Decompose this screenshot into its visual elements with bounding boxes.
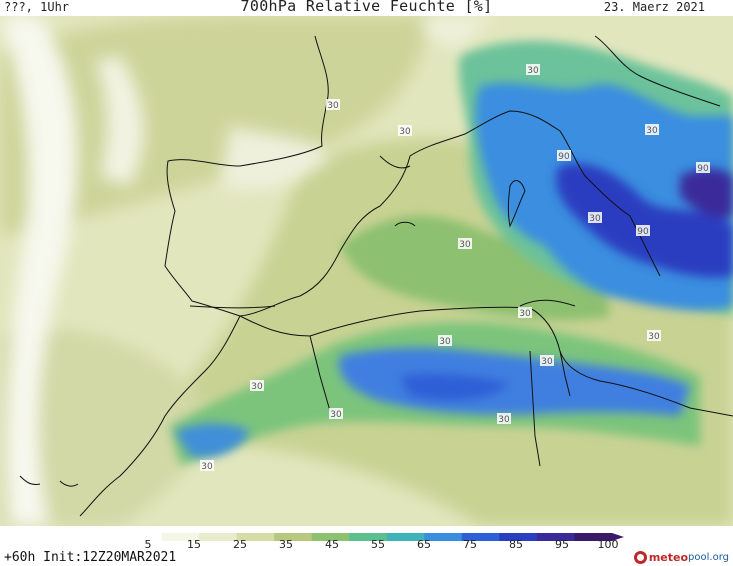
svg-text:30: 30 [541,357,553,367]
morocco-coast [79,315,241,517]
colorbar-scale [124,533,624,541]
svg-text:30: 30 [498,415,510,425]
contour-label: 30 [645,124,659,136]
svg-text:90: 90 [637,227,649,237]
svg-text:30: 30 [251,382,263,392]
svg-text:90: 90 [697,164,709,174]
forecast-info: +60h Init:12Z20MAR2021 [4,550,177,565]
contour-label: 30 [250,380,264,392]
svg-text:30: 30 [527,66,539,76]
colorbar-tick-label: 45 [325,538,339,551]
svg-text:30: 30 [646,126,658,136]
colorbar-swatch [199,533,238,541]
svg-text:30: 30 [201,462,213,472]
contour-label: 30 [526,64,540,76]
svg-text:30: 30 [648,332,660,342]
balkan-coast [594,35,721,107]
colorbar-swatch [499,533,538,541]
colorbar-tick-label: 5 [144,538,152,551]
svg-text:30: 30 [589,214,601,224]
colorbar-swatch [424,533,463,541]
colorbar-tick-label: 75 [463,538,477,551]
colorbar-tick-label: 55 [371,538,385,551]
colorbar-swatch [349,533,388,541]
pyrenees-border [379,155,411,169]
contour-label: 30 [458,238,472,250]
contour-label: 30 [647,330,661,342]
humidity-field-dry [0,16,500,526]
colorbar-tick-label: 65 [417,538,431,551]
svg-text:30: 30 [519,309,531,319]
corsica-sardinia-coast [508,180,526,228]
contour-label: 90 [696,162,710,174]
contour-label: 30 [200,460,214,472]
contour-label: 90 [557,150,571,162]
brand-primary: meteo [648,551,689,564]
contour-label: 30 [588,212,602,224]
colorbar-swatch [536,533,575,541]
colorbar-tick-label: 15 [187,538,201,551]
colorbar-tick-label: 85 [509,538,523,551]
contour-label: 30 [540,355,554,367]
contour-label: 90 [636,225,650,237]
contour-label: 30 [398,125,412,137]
humidity-map[interactable]: 30 30 30 30 30 90 30 90 90 30 30 30 30 3… [0,16,733,526]
colorbar-swatch [461,533,500,541]
colorbar-swatch [161,533,200,541]
colorbar-swatch [236,533,275,541]
colorbar-tick-label: 95 [555,538,569,551]
algeria-libya-border [529,350,541,467]
tunisia-border [559,350,571,397]
colorbar-swatch [274,533,313,541]
map-canvas: 30 30 30 30 30 90 30 90 90 30 30 30 30 3… [0,16,733,526]
colorbar-swatch [124,533,162,541]
brand-secondary: pool.org [688,552,729,563]
colorbar-tick-label: 35 [279,538,293,551]
svg-text:30: 30 [439,337,451,347]
contour-label: 30 [329,408,343,420]
contour-label: 30 [518,307,532,319]
contour-label: 30 [497,413,511,425]
contour-label: 30 [326,99,340,111]
date-label: 23. Maerz 2021 [603,0,705,14]
colorbar-tick-label: 100 [597,538,619,551]
svg-text:30: 30 [327,101,339,111]
colorbar-swatch [574,533,613,541]
colorbar-arrow-icon [612,533,624,541]
coastlines [19,35,733,517]
colorbar-ticks: 5 15 25 35 45 55 65 75 85 95 100 [124,538,624,552]
humidity-field-core [400,163,733,401]
colorbar [124,527,624,541]
iberia-coast [164,35,466,317]
svg-text:30: 30 [459,240,471,250]
colorbar-swatch [311,533,350,541]
italy-coast [464,110,661,277]
morocco-algeria-border [309,335,331,412]
strait-border [189,305,276,309]
map-title: 700hPa Relative Feuchte [%] [240,0,493,15]
canary-islands [19,475,79,487]
meteopool-logo-icon [633,551,647,564]
colorbar-swatch [386,533,425,541]
svg-text:30: 30 [399,127,411,137]
location-time-label: ???, 1Uhr [4,0,70,14]
svg-text:30: 30 [330,410,342,420]
colorbar-tick-label: 25 [233,538,247,551]
balearic-islands [394,221,416,227]
sicily-coast [519,299,576,307]
contour-label: 30 [438,335,452,347]
contour-labels: 30 30 30 30 30 90 30 90 90 30 30 30 30 3… [200,64,710,472]
svg-text:90: 90 [558,152,570,162]
brand-logo[interactable]: meteo pool.org [633,551,729,564]
